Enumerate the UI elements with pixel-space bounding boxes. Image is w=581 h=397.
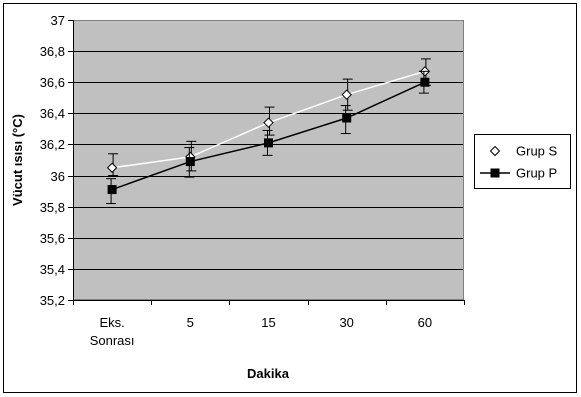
plot-area	[73, 20, 464, 300]
y-axis-title: Vücut ısısı (°C)	[10, 114, 25, 206]
x-tick-labels: Eks. Sonrası 5 15 30 60	[90, 315, 432, 348]
data-point	[264, 138, 273, 148]
y-tick-label: 36,2	[40, 137, 65, 152]
legend-marker-grup-p	[490, 168, 500, 178]
data-point	[342, 113, 352, 123]
x-tick-label: 60	[418, 315, 432, 330]
x-axis-title: Dakika	[247, 366, 290, 381]
legend: Grup S Grup P	[474, 134, 571, 189]
data-point	[420, 77, 430, 87]
y-tick-label: 36,6	[40, 75, 65, 90]
x-tick-label: 30	[339, 315, 353, 330]
y-tick-label: 37	[51, 13, 65, 28]
y-tick-label: 35,2	[40, 293, 65, 308]
x-tick-label: 15	[261, 315, 275, 330]
legend-label-grup-s: Grup S	[516, 144, 558, 159]
series-grup-p	[106, 70, 430, 205]
data-point	[107, 185, 117, 195]
x-tick-label: 5	[187, 315, 194, 330]
series-grup-s	[106, 58, 431, 177]
y-tick-label: 35,4	[40, 262, 65, 277]
data-point	[185, 157, 195, 167]
x-tick-label: Eks. Sonrası	[90, 315, 135, 348]
legend-label-grup-p: Grup P	[516, 166, 557, 181]
y-tick-label: 36	[51, 169, 65, 184]
legend-box	[474, 134, 571, 189]
data-point	[106, 162, 118, 173]
legend-items: Grup S Grup P	[480, 144, 558, 181]
data-point	[263, 117, 274, 128]
y-tick-labels: 35,2 35,4 35,6 35,8 36 36,2 36,4 36,6 36,8 37	[40, 13, 65, 308]
y-tick-label: 35,8	[40, 200, 65, 215]
y-tick-label: 36,4	[40, 106, 65, 121]
data-point	[341, 89, 352, 100]
axes	[68, 20, 465, 305]
y-tick-label: 36,8	[40, 44, 65, 59]
series	[106, 58, 431, 205]
legend-marker-grup-s	[489, 145, 501, 157]
y-tick-label: 35,6	[40, 231, 65, 246]
